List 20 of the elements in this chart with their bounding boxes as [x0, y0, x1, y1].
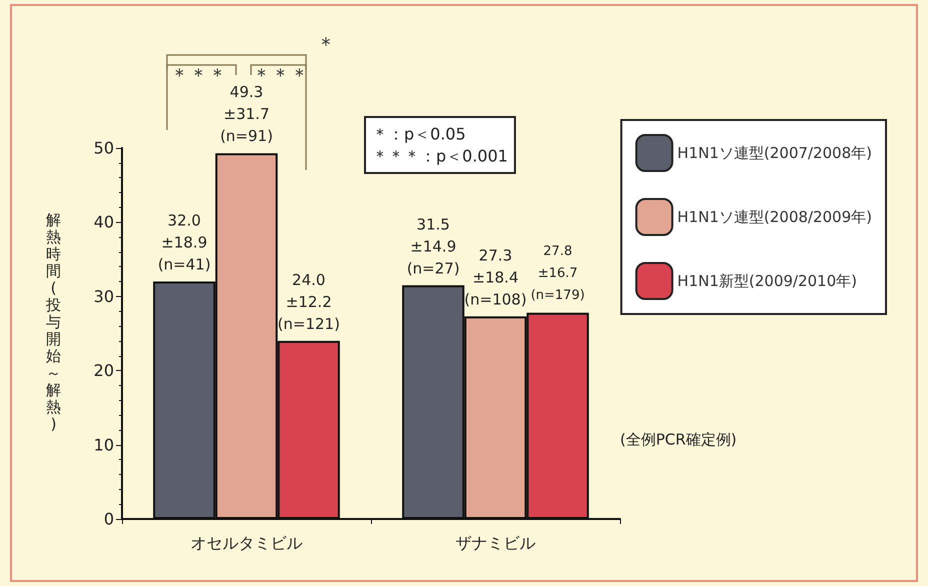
x-tick-label: ザナミビル [456, 534, 536, 552]
annotation: ＊：p＜0.05 ＊＊＊：p＜0.001 [372, 124, 508, 166]
y-tick-label: 40 [94, 212, 114, 232]
y-tick-label: 30 [94, 286, 114, 306]
text: ＊ [316, 32, 336, 56]
y-tick-label: 10 [94, 435, 114, 454]
data-label: 32.0 ±18.9 (n=41) [158, 212, 211, 274]
text: 解熱時間(投与開始～解熱) [46, 211, 61, 433]
legend-label: H1N1新型(2009/2010年) [677, 272, 858, 290]
annotation: (全例PCR確定例) [620, 430, 737, 448]
data-label: 27.3 ±18.4 (n=108) [464, 246, 527, 308]
x-tick-label: オセルタミビル [190, 534, 302, 552]
data-label: 27.8 ±16.7 (n=179) [530, 244, 585, 304]
legend-label: H1N1ソ連型(2008/2009年) [677, 208, 872, 226]
y-tick-label: 50 [94, 138, 114, 158]
y-tick-label: 0 [104, 510, 114, 528]
y-tick-label: 20 [94, 361, 114, 380]
data-label: 31.5 ±14.9 (n=27) [406, 215, 460, 278]
data-label: 24.0 ±12.2 (n=121) [278, 270, 340, 333]
legend-label: H1N1ソ連型(2007/2008年) [677, 144, 872, 162]
